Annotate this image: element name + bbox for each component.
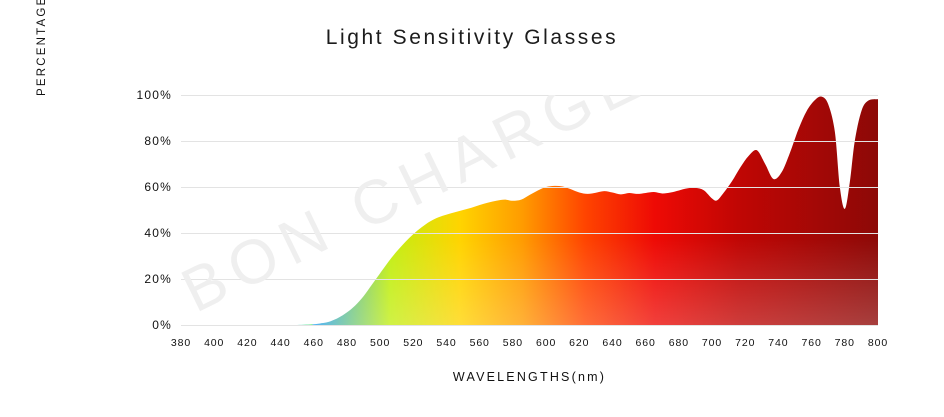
y-tick-label: 40% — [144, 226, 172, 240]
gridline — [181, 233, 878, 234]
y-tick-label: 20% — [144, 272, 172, 286]
x-tick-label: 620 — [569, 337, 590, 349]
x-axis-title: WAVELENGTHS(nm) — [452, 370, 607, 384]
gridline — [181, 187, 878, 188]
x-tick-label: 520 — [403, 337, 424, 349]
x-tick-label: 440 — [270, 337, 291, 349]
chart-title: Light Sensitivity Glasses — [325, 26, 619, 49]
x-tick-label: 580 — [502, 337, 523, 349]
y-tick-label: 80% — [144, 134, 172, 148]
y-axis-tick-labels: 0% 20% 40% 60% 80% 100% — [110, 0, 172, 417]
x-tick-label: 640 — [602, 337, 623, 349]
gridline — [181, 95, 878, 96]
x-tick-label: 600 — [535, 337, 557, 349]
x-tick-label: 660 — [635, 337, 656, 349]
gridline — [181, 141, 878, 142]
x-tick-label: 480 — [336, 337, 358, 349]
gridline — [181, 279, 878, 280]
x-tick-label: 700 — [701, 337, 723, 349]
y-tick-label: 60% — [144, 180, 172, 194]
x-tick-label: 740 — [768, 337, 789, 349]
x-tick-label: 420 — [237, 337, 258, 349]
x-tick-label: 720 — [735, 337, 756, 349]
x-tick-label: 680 — [668, 337, 689, 349]
x-tick-label: 500 — [370, 337, 391, 349]
x-tick-label: 800 — [867, 337, 889, 349]
x-tick-label: 760 — [801, 337, 822, 349]
x-tick-label: 780 — [834, 337, 855, 349]
gridline — [181, 325, 878, 326]
x-tick-label: 400 — [204, 337, 225, 349]
x-tick-label: 380 — [170, 337, 192, 349]
x-tick-label: 540 — [436, 337, 457, 349]
y-axis-title: PERCENTAGE OF LIGHT (%) — [36, 0, 56, 112]
x-tick-label: 460 — [303, 337, 324, 349]
y-tick-label: 100% — [136, 88, 172, 102]
plot-area — [181, 95, 878, 326]
y-tick-label: 0% — [152, 318, 172, 332]
spectrum-area-path — [181, 96, 878, 325]
x-tick-label: 560 — [469, 337, 490, 349]
x-axis-tick-labels: 380 400 420 440 460 480 500 520 540 560 580 600 620 6… — [171, 337, 887, 355]
